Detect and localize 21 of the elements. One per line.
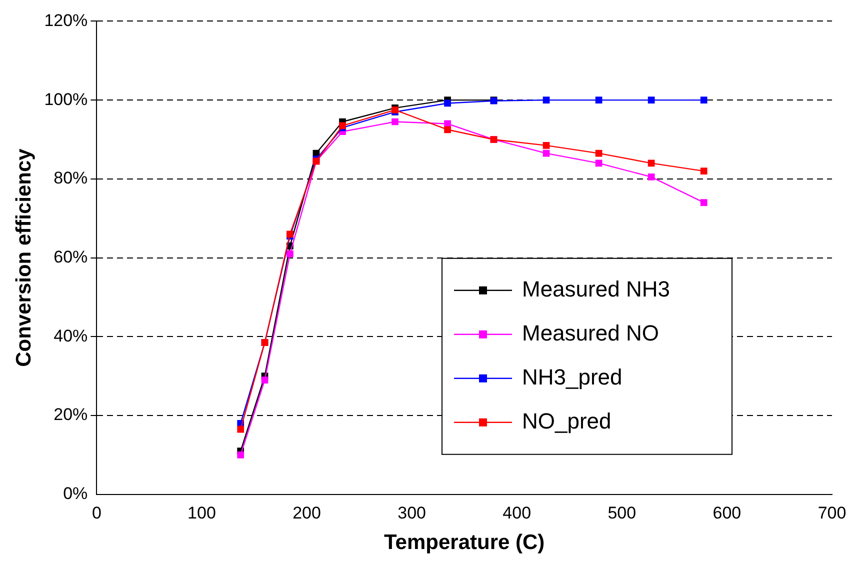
y-tick-label: 60% <box>54 247 88 266</box>
legend-label: NO_pred <box>522 408 612 434</box>
x-tick-label: 200 <box>292 503 321 522</box>
legend-label: Measured NO <box>522 320 659 346</box>
x-tick-label: 600 <box>712 503 742 522</box>
y-tick-label: 120% <box>44 10 88 30</box>
y-axis-title: Conversion efficiency <box>12 148 36 367</box>
x-tick-label: 400 <box>502 503 532 522</box>
x-tick-label: 500 <box>608 503 636 522</box>
x-tick-label: 300 <box>398 503 426 522</box>
y-tick-label: 40% <box>54 326 88 346</box>
y-tick-label: 100% <box>44 90 88 109</box>
y-tick-label: 80% <box>54 168 88 188</box>
x-axis-title: Temperature (C) <box>384 531 545 554</box>
legend-label: NH3_pred <box>522 364 622 390</box>
x-tick-label: 700 <box>818 503 846 522</box>
x-tick-label: 0 <box>92 503 102 522</box>
legend-label: Measured NH3 <box>522 276 670 302</box>
y-tick-label: 0% <box>63 484 88 504</box>
x-tick-label: 100 <box>188 503 216 522</box>
y-tick-label: 20% <box>54 405 88 424</box>
